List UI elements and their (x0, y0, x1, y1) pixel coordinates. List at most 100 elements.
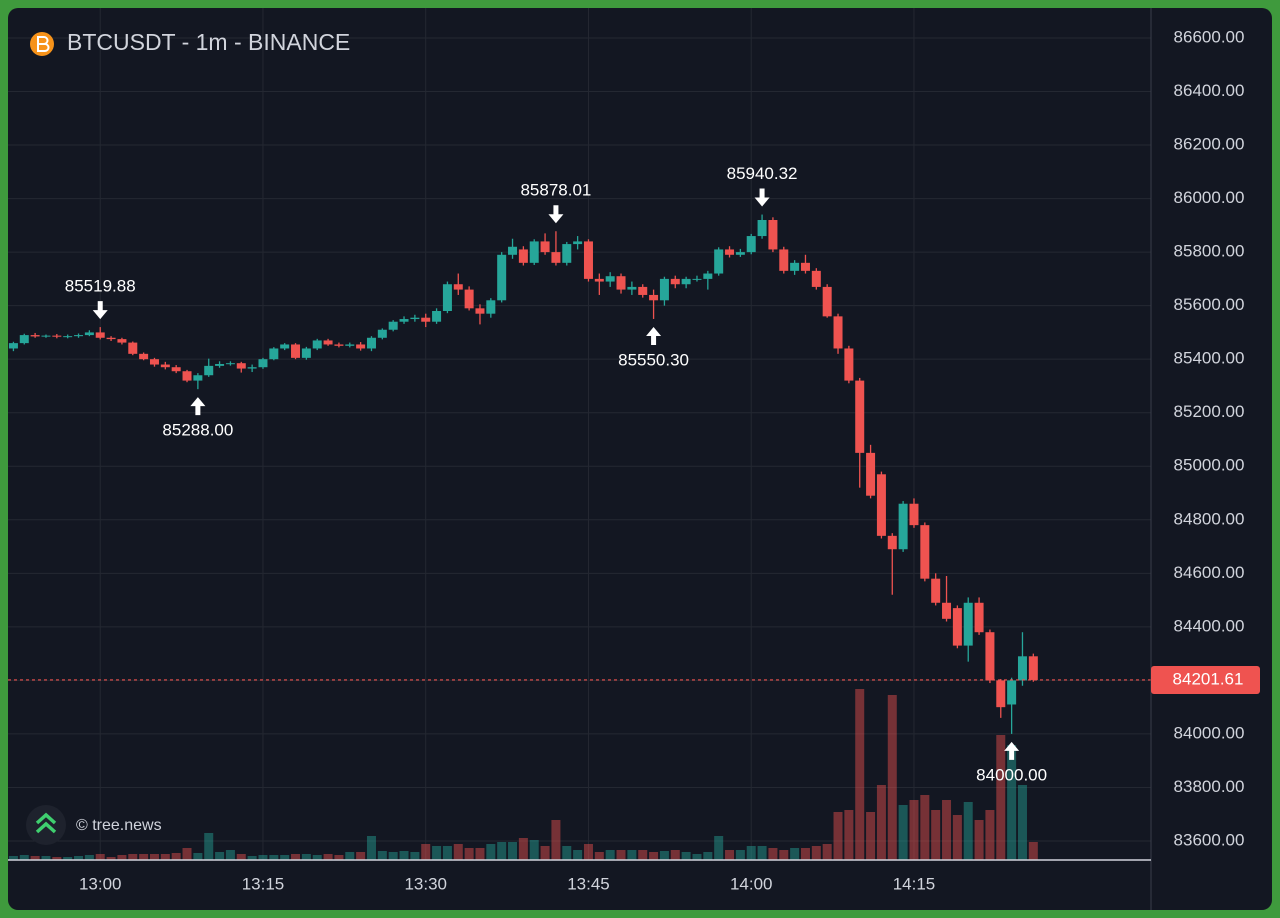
candle-body (74, 335, 84, 337)
candle-body (573, 241, 583, 245)
volume-bar (1007, 745, 1017, 860)
bitcoin-icon-glyph (37, 36, 50, 52)
volume-bar (508, 842, 518, 860)
candle-body (8, 343, 18, 349)
candle-body (616, 276, 626, 290)
candle-body (627, 286, 637, 290)
volume-bar (453, 844, 463, 860)
volume-bar (909, 800, 919, 860)
candle-body (790, 262, 800, 271)
volume-bar (291, 854, 301, 860)
volume-bar (269, 855, 279, 860)
volume-bar (659, 851, 669, 860)
candle-body (171, 367, 181, 372)
volume-bar (920, 795, 930, 860)
volume-bar (714, 836, 724, 860)
candle-body (605, 276, 615, 282)
y-tick-label: 84000.00 (1174, 723, 1245, 742)
volume-bar (800, 848, 810, 860)
volume-bar (811, 846, 821, 860)
candle-body (41, 335, 51, 337)
candle-body (377, 329, 387, 338)
volume-bar (486, 844, 496, 860)
candle-body (898, 503, 908, 550)
candle-body (833, 316, 843, 349)
volume-bar (670, 850, 680, 860)
chart-title: BTCUSDT - 1m - BINANCE (67, 29, 350, 55)
volume-bar (247, 856, 257, 860)
candle-body (345, 344, 355, 346)
candle-body (149, 359, 159, 365)
volume-bar (63, 857, 73, 860)
candle-body (594, 278, 604, 282)
watermark-logo-glyph (35, 812, 57, 834)
candle-body (497, 254, 507, 301)
candle-body (1028, 656, 1038, 680)
y-tick-label: 85800.00 (1174, 242, 1245, 261)
volume-bar (204, 833, 214, 860)
y-tick-label: 83800.00 (1174, 777, 1245, 796)
marker-label: 84000.00 (976, 765, 1047, 784)
candle-body (996, 680, 1006, 708)
candle-body (356, 344, 366, 349)
volume-bar (171, 853, 181, 860)
volume-bar (128, 854, 138, 860)
marker-label: 85940.32 (727, 164, 798, 183)
candle-body (84, 332, 94, 336)
candle-body (866, 452, 876, 496)
volume-bar (735, 850, 745, 860)
candle-body (540, 241, 550, 253)
volume-bar (963, 802, 973, 860)
candle-body (280, 344, 290, 349)
volume-bar (1028, 842, 1038, 860)
marker-arrow (548, 205, 564, 224)
volume-bar (638, 850, 648, 860)
volume-bar (95, 854, 105, 860)
candle-body (366, 337, 376, 349)
candle-body (247, 367, 257, 369)
candle-body (399, 319, 409, 322)
volume-bar (573, 850, 583, 860)
volume-bar (41, 856, 51, 860)
volume-bar (497, 842, 507, 860)
candle-body (475, 308, 485, 314)
volume-bar (280, 855, 290, 860)
volume-bar (594, 852, 604, 860)
candle-body (52, 335, 62, 337)
volume-bar (529, 840, 539, 860)
y-tick-label: 83600.00 (1174, 830, 1245, 849)
volume-bar (464, 848, 474, 860)
candle-body (215, 364, 225, 366)
volume-bar (30, 856, 40, 860)
candle-body (681, 278, 691, 285)
candle-body (670, 278, 680, 285)
volume-bar (583, 844, 593, 860)
candle-body (236, 363, 246, 369)
volume-bar (182, 848, 192, 860)
volume-bar (215, 852, 225, 860)
candle-body (269, 348, 279, 360)
volume-bar (345, 852, 355, 860)
volume-bar (74, 856, 84, 860)
candle-body (811, 270, 821, 287)
candle-body (139, 353, 149, 360)
volume-bar (855, 689, 865, 860)
volume-bar (822, 844, 832, 860)
volume-bar (1017, 785, 1027, 860)
candle-body (800, 262, 810, 271)
volume-bar (746, 846, 756, 860)
volume-bar (996, 735, 1006, 860)
volume-bar (160, 854, 170, 860)
candle-body (844, 348, 854, 381)
y-tick-label: 85200.00 (1174, 402, 1245, 421)
candle-layer (8, 214, 1038, 734)
candle-body (301, 348, 311, 358)
volume-bar (334, 855, 344, 860)
volume-bar (768, 848, 778, 860)
candle-body (106, 337, 116, 340)
candle-body (1007, 680, 1017, 705)
volume-bar (681, 852, 691, 860)
chart-background (8, 8, 1272, 910)
